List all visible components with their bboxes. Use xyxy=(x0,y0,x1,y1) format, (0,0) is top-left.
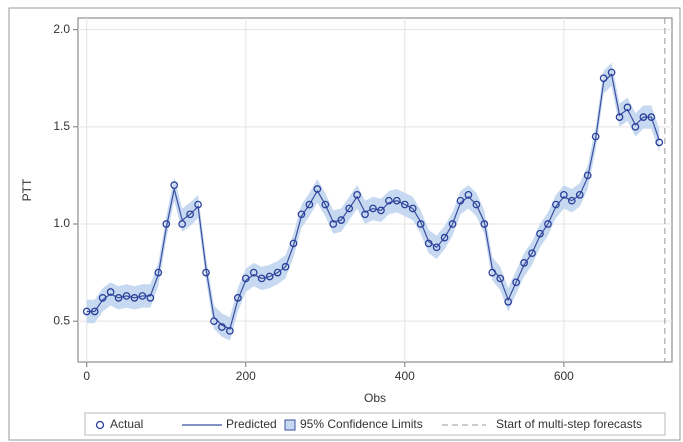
actual-point xyxy=(114,294,123,302)
actual-point xyxy=(408,204,417,213)
y-tick-label: 2.0 xyxy=(53,22,70,36)
actual-point xyxy=(337,216,346,224)
actual-point xyxy=(583,171,592,180)
actual-point xyxy=(536,229,544,238)
plot xyxy=(78,18,672,362)
actual-point xyxy=(249,268,258,277)
actual-point xyxy=(241,274,250,283)
actual-point xyxy=(281,262,290,271)
actual-point xyxy=(655,138,664,147)
actual-point xyxy=(464,191,473,199)
actual-point xyxy=(560,191,568,199)
actual-point xyxy=(186,210,194,219)
legend xyxy=(84,412,666,436)
actual-point xyxy=(615,113,624,121)
x-tick-label: 600 xyxy=(554,369,574,383)
actual-point xyxy=(440,233,449,242)
actual-point xyxy=(480,220,489,228)
actual-point xyxy=(504,297,513,306)
actual-point xyxy=(623,103,632,112)
x-tick-label: 400 xyxy=(395,369,415,383)
actual-point xyxy=(472,200,481,209)
actual-point xyxy=(607,68,616,77)
actual-point xyxy=(210,317,218,326)
legend-marker xyxy=(284,419,296,431)
actual-point xyxy=(313,185,322,193)
actual-point xyxy=(520,259,528,267)
actual-point xyxy=(567,196,576,205)
actual-point xyxy=(178,220,187,228)
actual-point xyxy=(146,294,155,302)
y-tick-label: 0.5 xyxy=(53,313,70,327)
actual-point xyxy=(647,113,656,121)
legend-label: 95% Confidence Limits xyxy=(300,417,423,431)
actual-point xyxy=(194,200,202,209)
actual-point xyxy=(599,74,608,83)
legend-label: Predicted xyxy=(226,417,277,431)
actual-point xyxy=(639,113,648,121)
actual-point xyxy=(106,288,115,296)
actual-point xyxy=(305,200,314,209)
actual-point xyxy=(448,220,457,228)
legend-marker xyxy=(95,420,105,430)
y-axis-label: PTT xyxy=(20,178,34,201)
x-tick-label: 0 xyxy=(83,369,90,383)
actual-point xyxy=(170,181,179,189)
actual-point xyxy=(575,191,584,199)
actual-point xyxy=(528,249,536,258)
predicted-line xyxy=(86,73,660,330)
actual-point xyxy=(162,220,171,228)
actual-point xyxy=(90,307,99,316)
actual-point xyxy=(154,268,163,277)
actual-point xyxy=(353,191,361,199)
actual-point xyxy=(98,294,107,302)
confidence-band xyxy=(86,62,660,341)
actual-point xyxy=(122,292,131,300)
x-tick-label: 200 xyxy=(236,369,256,383)
actual-point xyxy=(393,196,401,205)
actual-point xyxy=(138,292,147,300)
actual-point xyxy=(130,294,139,302)
actual-point xyxy=(432,243,441,252)
actual-point xyxy=(552,200,560,209)
actual-point xyxy=(202,268,210,277)
actual-point xyxy=(385,196,393,205)
actual-point xyxy=(544,220,552,228)
actual-point xyxy=(257,274,266,283)
actual-point xyxy=(631,122,640,131)
actual-point xyxy=(400,200,409,209)
actual-point xyxy=(297,210,306,219)
actual-point xyxy=(456,196,465,205)
actual-point xyxy=(377,206,385,215)
actual-point xyxy=(321,200,330,209)
legend-label: Start of multi-step forecasts xyxy=(496,417,642,431)
actual-point xyxy=(369,204,377,213)
actual-point xyxy=(82,307,91,316)
actual-point xyxy=(329,220,338,228)
actual-point xyxy=(591,132,600,141)
legend-label: Actual xyxy=(110,417,143,431)
actual-point xyxy=(265,272,274,281)
actual-point xyxy=(416,220,425,228)
actual-point xyxy=(273,268,282,277)
actual-point xyxy=(424,239,433,248)
actual-point xyxy=(233,294,242,302)
actual-point xyxy=(289,239,298,248)
actual-point xyxy=(512,278,520,287)
actual-point xyxy=(361,210,369,219)
y-tick-label: 1.5 xyxy=(53,119,70,133)
actual-point xyxy=(226,327,234,335)
x-axis-label: Obs xyxy=(364,391,386,405)
actual-point xyxy=(345,204,354,213)
actual-point xyxy=(488,268,497,277)
y-tick-label: 1.0 xyxy=(53,216,70,230)
actual-point xyxy=(496,274,505,283)
actual-point xyxy=(218,323,226,331)
